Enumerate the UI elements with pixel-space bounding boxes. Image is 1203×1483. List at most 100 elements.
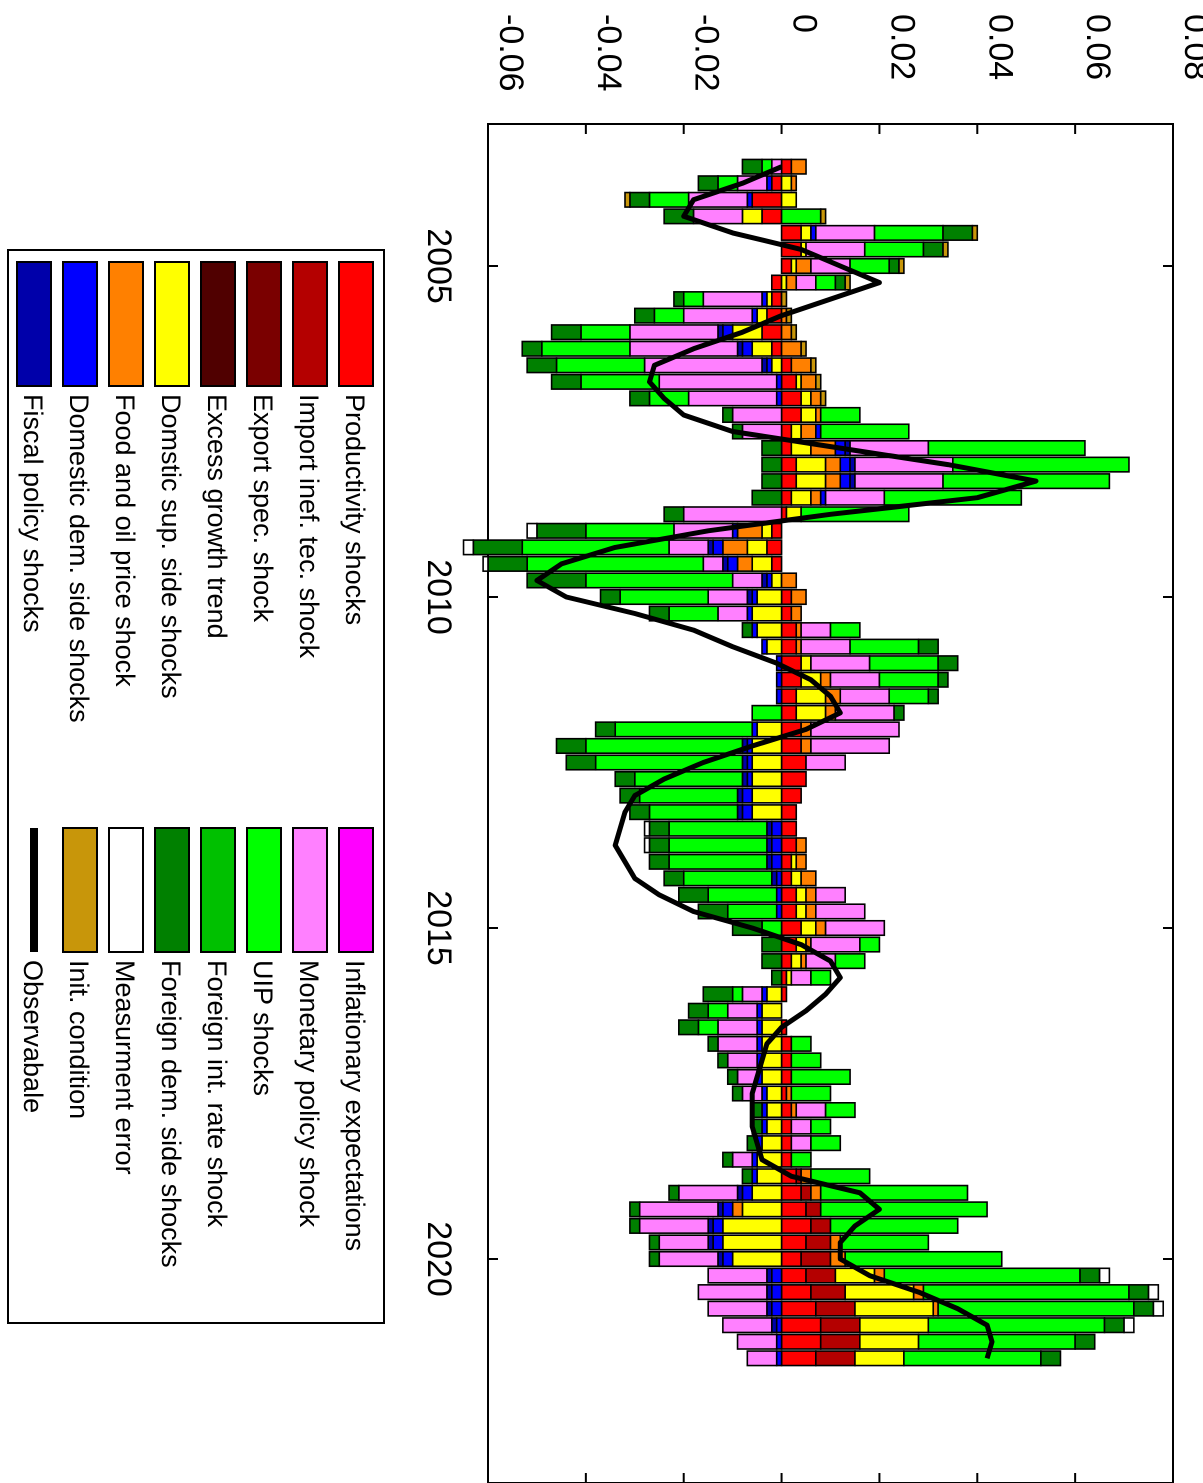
bar-segment — [648, 853, 670, 870]
bar-segment — [780, 787, 802, 804]
bar-segment — [839, 1234, 930, 1251]
bar-segment — [770, 274, 783, 291]
bar-segment — [761, 208, 783, 225]
bar-segment — [668, 1184, 680, 1201]
bar-segment — [638, 1217, 709, 1234]
bar-segment — [810, 390, 822, 407]
value-tick-label: -0.02 — [688, 14, 726, 92]
bar-segment — [731, 572, 763, 589]
bar-segment — [751, 489, 783, 506]
legend-swatch — [62, 261, 98, 387]
bar-segment — [712, 539, 724, 556]
bar-segment — [790, 324, 798, 341]
bar-segment — [922, 1284, 1130, 1301]
year-tick-label: 2005 — [420, 228, 458, 304]
bar-segment — [629, 324, 719, 341]
bar-segment — [780, 1300, 817, 1317]
bar-segment — [815, 886, 846, 903]
bar-segment — [815, 903, 866, 920]
bar-segment — [790, 1068, 851, 1085]
bar-segment — [761, 324, 783, 341]
bar-segment — [780, 456, 798, 473]
bar-segment — [731, 986, 744, 1003]
bar-segment — [697, 1019, 719, 1036]
bar-segment — [780, 473, 798, 490]
bar-segment — [1128, 1284, 1150, 1301]
bar-segment — [805, 886, 817, 903]
bar-segment — [722, 1151, 734, 1168]
bar-segment — [819, 208, 827, 225]
bar-segment — [521, 340, 543, 357]
bar-segment — [780, 406, 802, 424]
bar-segment — [629, 191, 651, 208]
bar-segment — [815, 373, 822, 390]
bar-segment — [731, 1151, 754, 1168]
bar-segment — [643, 820, 651, 837]
bar-segment — [917, 638, 939, 655]
bar-segment — [790, 1035, 812, 1052]
bar-segment — [780, 1118, 793, 1135]
legend-swatch — [338, 827, 374, 953]
bar-segment — [780, 1317, 822, 1334]
bar-segment — [775, 688, 783, 705]
bar-segment — [668, 853, 768, 870]
bar-segment — [648, 804, 739, 821]
bar-segment — [761, 473, 783, 490]
legend-swatch — [246, 827, 282, 953]
bar-segment — [697, 1284, 768, 1301]
bar-segment — [741, 340, 754, 357]
bar-segment — [780, 1184, 802, 1201]
bar-segment — [731, 406, 783, 424]
bar-segment — [770, 357, 783, 374]
bar-segment — [648, 1234, 661, 1251]
bar-segment — [770, 555, 783, 572]
bar-segment — [770, 522, 783, 539]
bar-segment — [761, 1002, 783, 1019]
bar-segment — [726, 1068, 739, 1085]
bar-segment — [780, 340, 802, 357]
axes: -0.06 -0.04 -0.02 0 0.02 0.04 0.06 0.08 2005 2010… — [420, 14, 1203, 1483]
bar-segment — [780, 1350, 817, 1367]
bar-segment — [795, 837, 807, 854]
bar-segment — [756, 588, 783, 606]
bar-segment — [780, 324, 793, 341]
bar-segment — [472, 539, 524, 556]
bar-segment — [800, 638, 851, 655]
bar-segment — [790, 1118, 812, 1135]
bar-segment — [824, 919, 886, 937]
bar-segment — [770, 572, 783, 589]
legend-swatch — [154, 827, 190, 953]
bar-segment — [780, 886, 798, 903]
bar-segment — [780, 390, 802, 407]
bar-segment — [805, 1201, 822, 1218]
value-tick-label: 0.02 — [883, 14, 921, 80]
bar-segment — [854, 1300, 935, 1317]
bar-segment — [663, 870, 685, 887]
bar-segment — [790, 1085, 832, 1102]
bar-segment — [805, 754, 846, 771]
bar-segment — [751, 605, 783, 622]
legend-swatch — [154, 261, 190, 387]
bar-segment — [819, 671, 832, 688]
bar-segment — [741, 986, 763, 1003]
bar-segment — [585, 522, 675, 539]
bar-segment — [790, 158, 807, 175]
bar-segment — [682, 506, 783, 523]
bar-segment — [780, 175, 793, 192]
value-tick-label: 0.06 — [1079, 14, 1117, 80]
legend-swatch — [200, 827, 236, 953]
bar-segment — [722, 1217, 783, 1234]
legend-swatch — [292, 261, 328, 387]
legend-label: Monetary policy shock — [294, 960, 324, 1228]
bar-segment — [790, 1052, 822, 1069]
bar-segment — [819, 1184, 969, 1201]
bar-segment — [594, 721, 617, 738]
bar-segment — [702, 555, 724, 572]
bar-segment — [668, 837, 768, 854]
bar-segment — [746, 1350, 778, 1367]
bar-segment — [795, 473, 827, 490]
bar-segment — [800, 1250, 832, 1268]
bar-segment — [756, 721, 783, 738]
bar-segment — [927, 688, 939, 705]
